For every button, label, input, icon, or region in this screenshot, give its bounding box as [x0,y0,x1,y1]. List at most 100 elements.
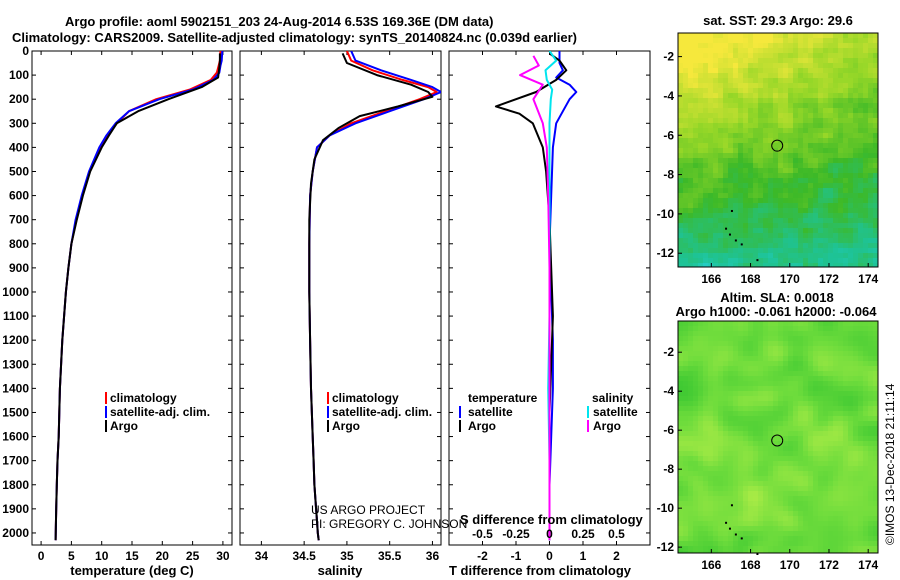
map-cell [808,396,813,401]
map-cell [693,511,698,516]
map-cell [778,33,783,38]
map-cell [813,128,818,133]
map-cell [748,218,753,223]
map-cell [868,461,873,466]
pressure-tick-label: 1500 [2,405,29,419]
map-cell [778,98,783,103]
legend-satellite-label: satellite-adj. clim. [110,405,210,419]
map-cell [768,451,773,456]
map-cell [848,93,853,98]
pressure-tick-label: 200 [9,92,29,106]
figure-title-line2: Climatology: CARS2009. Satellite-adjuste… [12,30,577,45]
map-cell [818,421,823,426]
map-cell [693,341,698,346]
map-cell [728,516,733,521]
map-cell [853,248,858,253]
map-cell [718,93,723,98]
map-cell [803,233,808,238]
map-cell [773,153,778,158]
map-cell [798,108,803,113]
map-cell [778,356,783,361]
map-cell [813,68,818,73]
map-cell [763,346,768,351]
map-cell [783,481,788,486]
map-cell [848,258,853,263]
map-cell [738,103,743,108]
map-cell [778,546,783,551]
map-cell [798,253,803,258]
map-cell [723,33,728,38]
map-cell [793,356,798,361]
pressure-tick-label: 1200 [2,333,29,347]
map-cell [823,213,828,218]
map-cell [848,138,853,143]
map-cell [833,33,838,38]
map-cell [718,356,723,361]
map-cell [833,123,838,128]
map-cell [798,416,803,421]
map-cell [828,183,833,188]
map-cell [678,516,683,521]
map-cell [873,228,878,233]
map-cell [823,183,828,188]
map-cell [833,178,838,183]
map-cell [863,506,868,511]
map-cell [763,426,768,431]
map-cell [873,143,878,148]
map-cell [828,331,833,336]
map-cell [733,446,738,451]
map-cell [683,108,688,113]
map-cell [848,431,853,436]
map-cell [808,73,813,78]
map-cell [728,536,733,541]
map-cell [688,183,693,188]
map-cell [803,536,808,541]
map-cell [813,78,818,83]
map-cell [828,436,833,441]
map-cell [683,366,688,371]
map-cell [803,451,808,456]
map-cell [723,203,728,208]
map-cell [818,33,823,38]
map-cell [703,456,708,461]
map-cell [833,346,838,351]
map-cell [868,88,873,93]
map-cell [813,88,818,93]
map-cell [738,456,743,461]
map-cell [688,43,693,48]
map-cell [803,83,808,88]
map-cell [873,521,878,526]
map-cell [698,446,703,451]
map-cell [733,163,738,168]
map-cell [758,83,763,88]
map-cell [743,233,748,238]
map-cell [808,148,813,153]
pressure-tick-label: 800 [9,237,29,251]
map-cell [708,356,713,361]
map-cell [863,238,868,243]
map-cell [708,451,713,456]
map-cell [858,88,863,93]
map-cell [808,198,813,203]
map-cell [868,531,873,536]
map-cell [768,446,773,451]
map-cell [778,58,783,63]
map-cell [778,476,783,481]
map-cell [853,546,858,551]
map-cell [843,118,848,123]
map-cell [783,361,788,366]
map-cell [873,391,878,396]
map-cell [813,506,818,511]
map-cell [753,536,758,541]
map-cell [863,93,868,98]
map-cell [678,143,683,148]
map-cell [798,38,803,43]
map-cell [758,371,763,376]
map-cell [818,321,823,326]
map-cell [858,123,863,128]
map-cell [843,371,848,376]
map-cell [868,351,873,356]
map-cell [863,416,868,421]
map-cell [838,223,843,228]
map-cell [733,416,738,421]
